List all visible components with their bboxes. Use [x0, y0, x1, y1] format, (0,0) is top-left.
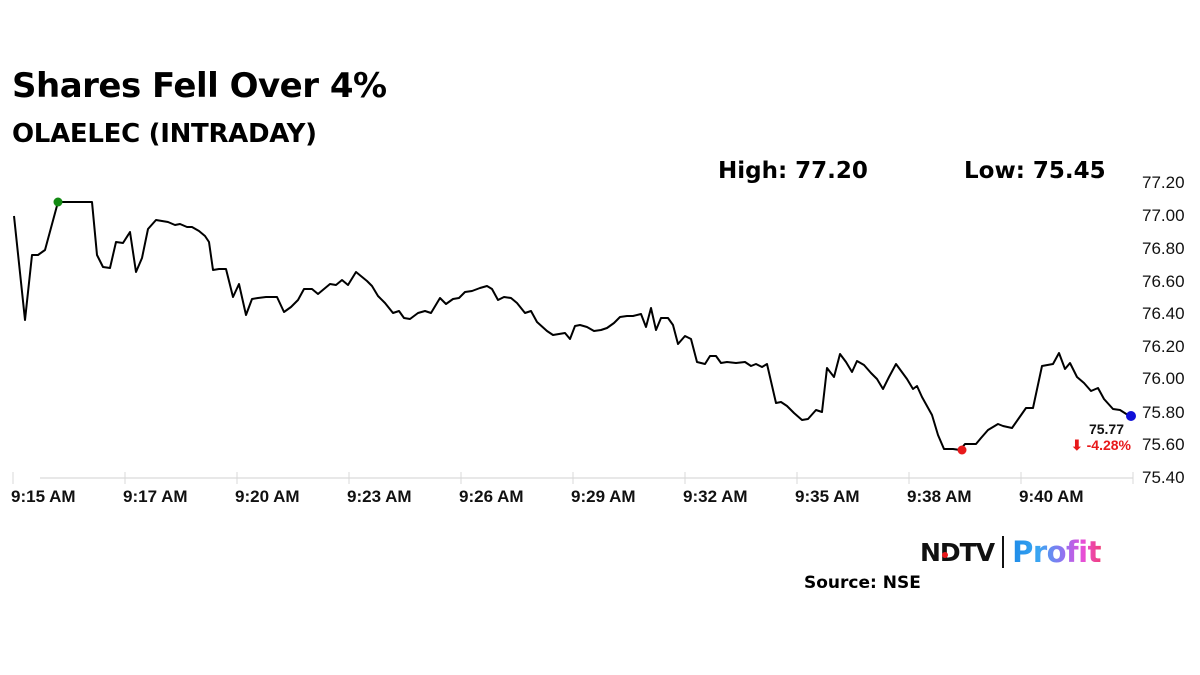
x-tick-label: 9:15 AM: [11, 487, 76, 506]
last-change-label: ⬇ -4.28%: [1071, 437, 1132, 453]
logo-divider: [1002, 536, 1005, 568]
x-tick-label: 9:23 AM: [347, 487, 412, 506]
last-price-marker: [1126, 411, 1136, 421]
chart-title: Shares Fell Over 4%: [12, 66, 387, 106]
x-tick-label: 9:32 AM: [683, 487, 748, 506]
y-tick-label: 76.80: [1142, 239, 1185, 258]
y-axis-labels: 77.20 77.00 76.80 76.60 76.40 76.20 76.0…: [1142, 173, 1185, 487]
x-tick-label: 9:29 AM: [571, 487, 636, 506]
y-tick-label: 76.00: [1142, 369, 1185, 388]
price-line: [13, 201, 1132, 451]
y-tick-label: 77.20: [1142, 173, 1185, 192]
x-tick-label: 9:40 AM: [1019, 487, 1084, 506]
last-price-label: 75.77: [1089, 421, 1124, 437]
y-tick-label: 76.60: [1142, 272, 1185, 291]
y-tick-label: 75.40: [1142, 468, 1185, 487]
x-axis-labels: 9:15 AM 9:17 AM 9:20 AM 9:23 AM 9:26 AM …: [11, 487, 1084, 506]
high-marker: [53, 197, 63, 207]
low-marker: [957, 445, 967, 455]
x-tick-label: 9:17 AM: [123, 487, 188, 506]
chart-subtitle: OLAELEC (INTRADAY): [12, 119, 317, 149]
high-value-label: High: 77.20: [718, 158, 868, 184]
ndtv-profit-logo: NDTV Profit: [920, 534, 1101, 570]
source-label: Source: NSE: [804, 573, 921, 593]
x-tick-label: 9:26 AM: [459, 487, 524, 506]
y-tick-label: 76.20: [1142, 337, 1185, 356]
low-value-label: Low: 75.45: [964, 158, 1106, 184]
x-axis-ticks: [12, 472, 1134, 484]
y-tick-label: 75.60: [1142, 435, 1185, 454]
x-tick-label: 9:20 AM: [235, 487, 300, 506]
x-tick-label: 9:35 AM: [795, 487, 860, 506]
ndtv-wordmark: NDTV: [920, 537, 995, 567]
y-tick-label: 77.00: [1142, 206, 1185, 225]
y-tick-label: 76.40: [1142, 304, 1185, 323]
x-tick-label: 9:38 AM: [907, 487, 972, 506]
ndtv-text: NDTV: [920, 537, 995, 567]
y-tick-label: 75.80: [1142, 403, 1185, 422]
ndtv-red-dot-icon: [942, 551, 948, 558]
profit-wordmark: Profit: [1012, 535, 1101, 569]
